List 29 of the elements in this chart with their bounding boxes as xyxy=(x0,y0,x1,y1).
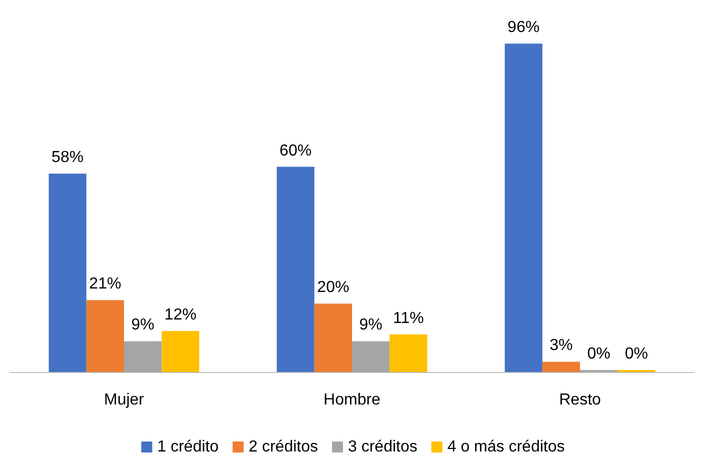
data-label: 12% xyxy=(164,306,196,324)
bar xyxy=(86,300,124,372)
legend-label: 1 crédito xyxy=(157,438,219,456)
bar xyxy=(276,166,314,372)
legend-label: 3 créditos xyxy=(348,438,418,456)
legend-label: 4 o más créditos xyxy=(447,438,565,456)
data-label: 3% xyxy=(550,337,573,354)
data-label: 11% xyxy=(393,310,424,327)
legend-label: 2 créditos xyxy=(248,438,318,456)
data-label: 0% xyxy=(624,346,648,362)
data-label: 0% xyxy=(587,346,610,362)
data-label: 96% xyxy=(508,19,540,36)
bar xyxy=(124,341,162,372)
bar xyxy=(390,334,428,372)
bar xyxy=(48,174,86,372)
data-label: 9% xyxy=(131,316,154,334)
data-label: 9% xyxy=(359,316,382,334)
bar xyxy=(504,44,542,372)
data-label: 21% xyxy=(89,276,122,293)
x-tick-label: Resto xyxy=(559,392,601,408)
data-label: 20% xyxy=(317,279,350,296)
bar xyxy=(352,341,390,372)
data-label: 58% xyxy=(52,149,84,166)
bar xyxy=(314,304,352,372)
bar xyxy=(542,362,580,372)
data-label: 60% xyxy=(280,142,312,160)
x-tick-label: Hombre xyxy=(324,392,381,408)
bar xyxy=(162,330,200,372)
x-tick-label: Mujer xyxy=(104,392,145,408)
